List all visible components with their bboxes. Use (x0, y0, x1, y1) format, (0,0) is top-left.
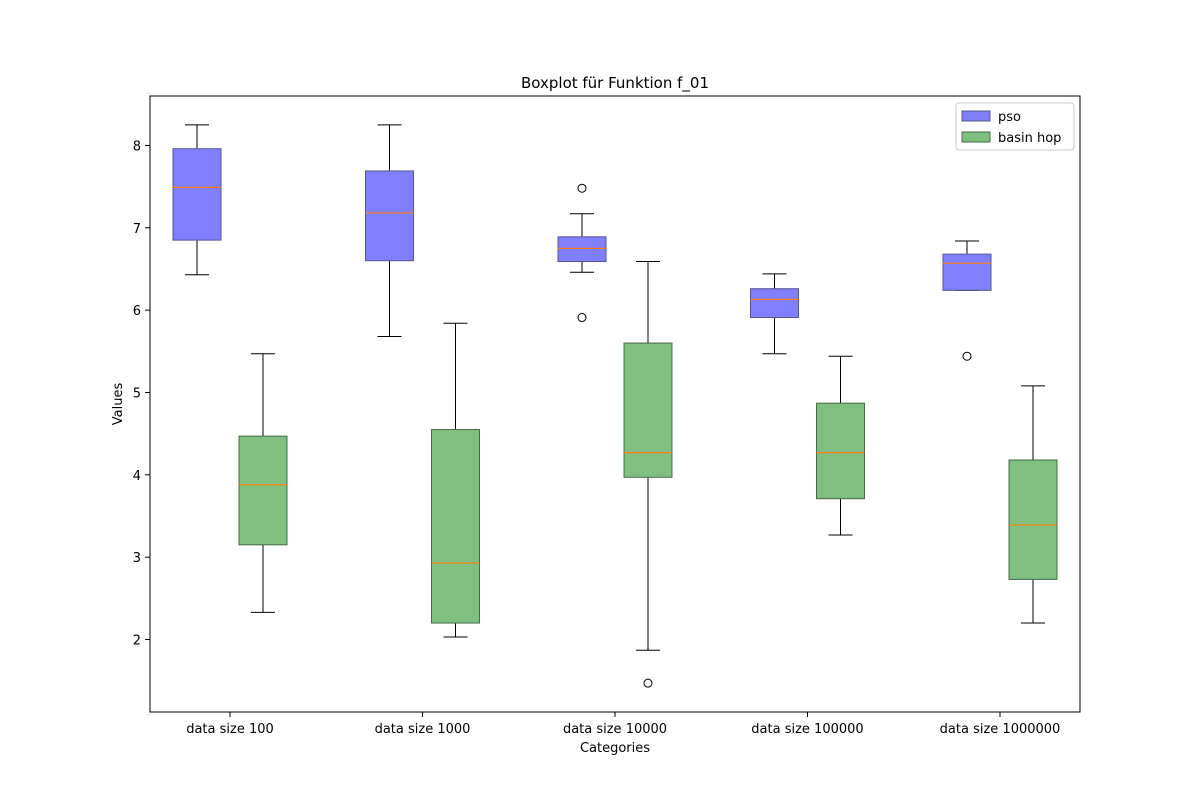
box (942, 253, 992, 291)
x-tick-label: data size 1000000 (940, 722, 1061, 737)
chart-title: Boxplot für Funktion f_01 (521, 74, 709, 93)
outlier-point (577, 183, 587, 193)
x-axis: data size 100 data size 1000 data size 100… (186, 712, 1060, 737)
y-tick-label: 6 (133, 304, 141, 319)
box (365, 170, 414, 262)
box (557, 236, 607, 263)
x-axis-label: Categories (580, 741, 650, 756)
x-tick-label: data size 100 (186, 722, 274, 737)
y-axis: 2 3 4 5 6 7 8 (133, 139, 150, 649)
box (172, 148, 222, 241)
series-basin-hop (238, 261, 1058, 688)
x-tick-label: data size 10000 (563, 722, 667, 737)
legend: pso basin hop (955, 102, 1075, 151)
outlier-point (643, 678, 653, 688)
box (431, 429, 480, 624)
outlier-point (577, 313, 587, 323)
box (623, 342, 673, 478)
x-tick-label: data size 100000 (751, 722, 863, 737)
box (750, 288, 799, 319)
outlier-point (962, 351, 972, 361)
series-pso (172, 124, 992, 361)
legend-swatch (961, 131, 991, 143)
y-tick-label: 5 (133, 386, 141, 401)
y-tick-label: 8 (133, 139, 141, 154)
x-tick-label: data size 1000 (375, 722, 471, 737)
box (1008, 459, 1058, 580)
y-tick-label: 2 (133, 634, 141, 649)
y-axis-label: Values (111, 383, 126, 426)
y-tick-label: 4 (133, 469, 141, 484)
y-tick-label: 3 (133, 551, 141, 566)
y-tick-label: 7 (133, 222, 141, 237)
legend-swatch (961, 110, 991, 122)
box (238, 435, 288, 546)
plot-area (172, 124, 1058, 688)
legend-label: basin hop (998, 131, 1061, 146)
legend-label: pso (998, 110, 1021, 125)
box (816, 402, 865, 500)
